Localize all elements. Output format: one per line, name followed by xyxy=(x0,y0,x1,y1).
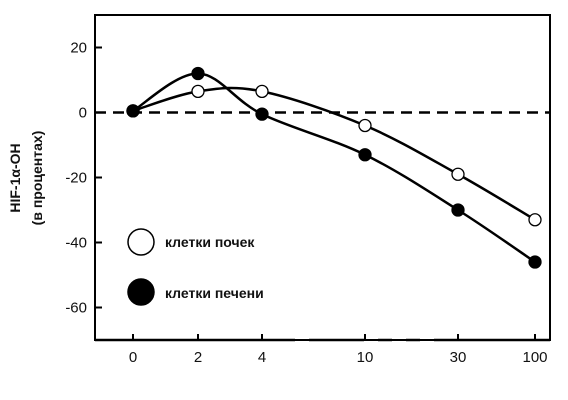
y-tick-group: 20 0 -20 -40 -60 xyxy=(65,40,102,317)
legend-label-kidney: клетки почек xyxy=(165,234,255,250)
legend-label-liver: клетки печени xyxy=(165,285,264,301)
data-point-0 xyxy=(191,84,205,99)
data-point-1 xyxy=(255,107,269,121)
y-tick-label: 0 xyxy=(79,105,87,122)
x-tick-label: 10 xyxy=(357,349,374,366)
legend-marker-liver xyxy=(127,278,155,306)
y-axis-title: HIF-1α-OH xyxy=(7,143,23,212)
x-tick-group: 0 2 4 10 30 100 xyxy=(129,334,548,366)
data-point-1 xyxy=(451,203,465,217)
data-point-1 xyxy=(528,255,542,269)
data-point-1 xyxy=(358,148,372,162)
y-tick-label: 20 xyxy=(70,40,87,57)
plot-frame xyxy=(94,14,551,341)
legend: клетки почек клетки печени xyxy=(127,228,264,306)
x-tick-label: 2 xyxy=(194,349,202,366)
data-point-0 xyxy=(358,118,372,133)
y-axis-subtitle: (в процентах) xyxy=(29,131,45,226)
data-point-0 xyxy=(528,213,542,227)
legend-marker-kidney xyxy=(127,228,155,256)
series-line-0 xyxy=(132,86,536,221)
data-point-0 xyxy=(255,84,269,99)
x-tick-label: 30 xyxy=(450,349,467,366)
data-point-1 xyxy=(126,104,140,118)
x-tick-label: 0 xyxy=(129,349,137,366)
data-point-0 xyxy=(451,167,465,181)
series-markers xyxy=(126,66,542,269)
x-tick-label: 100 xyxy=(522,349,547,366)
data-point-1 xyxy=(191,66,205,81)
y-tick-label: -60 xyxy=(65,300,87,317)
x-tick-label: 4 xyxy=(258,349,266,366)
y-tick-label: -20 xyxy=(65,170,87,187)
y-tick-label: -40 xyxy=(65,235,87,252)
